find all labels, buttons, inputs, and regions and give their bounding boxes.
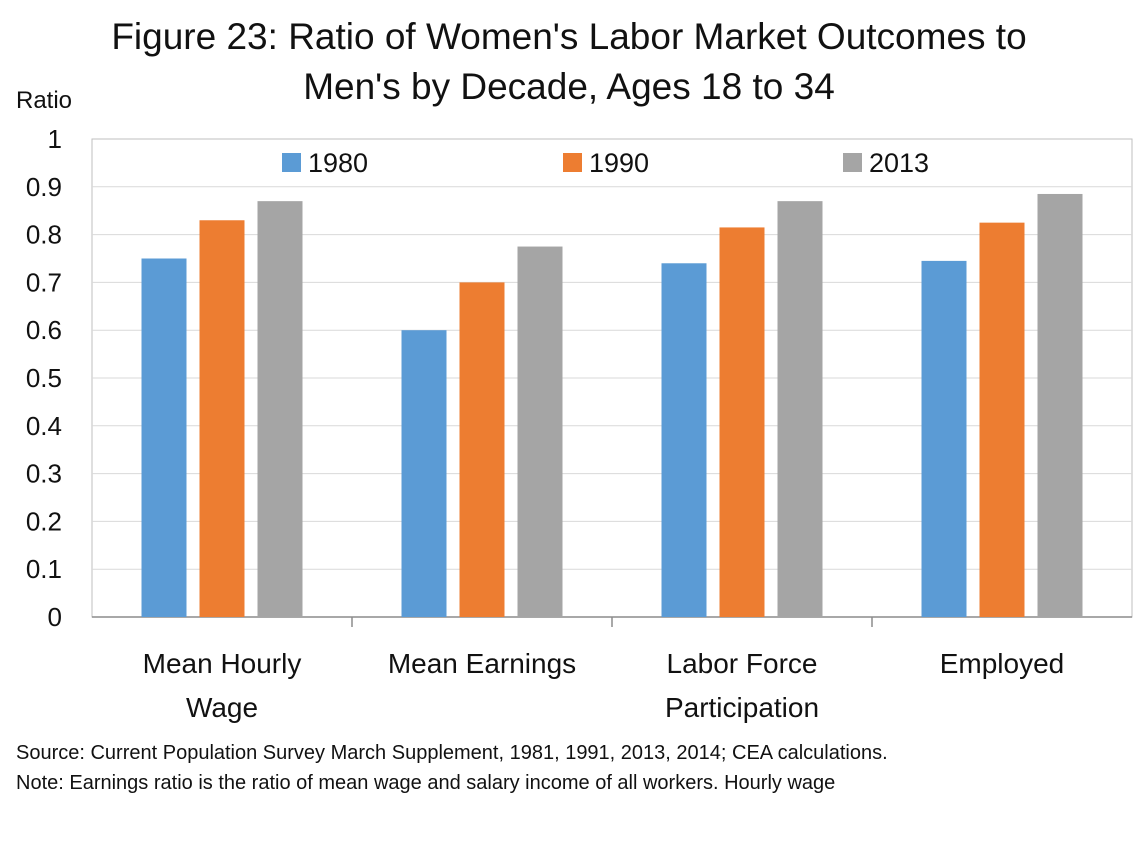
legend-swatch-1990 <box>563 153 582 172</box>
x-category-label: Labor Force <box>667 648 818 679</box>
y-tick-label: 0.9 <box>26 172 62 202</box>
legend-label: 2013 <box>869 148 929 178</box>
bar-1980 <box>141 258 187 617</box>
x-category-label: Employed <box>940 648 1065 679</box>
y-tick-label: 0.7 <box>26 267 62 297</box>
bar-1980 <box>661 263 707 617</box>
x-category-label: Mean Hourly <box>143 648 302 679</box>
chart-title-line-2: Men's by Decade, Ages 18 to 34 <box>303 66 835 107</box>
y-tick-label: 0.6 <box>26 315 62 345</box>
y-tick-label: 0 <box>48 602 62 632</box>
source-note: Source: Current Population Survey March … <box>16 742 888 764</box>
bar-2013 <box>517 246 563 618</box>
bar-1980 <box>921 260 967 617</box>
y-tick-label: 1 <box>48 124 62 154</box>
bar-2013 <box>1037 193 1083 617</box>
footnote: Note: Earnings ratio is the ratio of mea… <box>16 772 836 794</box>
legend-swatch-1980 <box>282 153 301 172</box>
bar-1990 <box>459 282 505 617</box>
bar-1990 <box>199 220 245 617</box>
bar-2013 <box>257 201 303 617</box>
y-tick-label: 0.4 <box>26 411 62 441</box>
chart-notes: Source: Current Population Survey March … <box>16 738 1126 798</box>
bar-1990 <box>979 222 1025 617</box>
chart-title: Figure 23: Ratio of Women's Labor Market… <box>0 12 1138 112</box>
legend-swatch-2013 <box>843 153 862 172</box>
chart-title-line-1: Figure 23: Ratio of Women's Labor Market… <box>111 16 1027 57</box>
y-tick-label: 0.1 <box>26 554 62 584</box>
y-tick-label: 0.5 <box>26 363 62 393</box>
x-category-label: Mean Earnings <box>388 648 576 679</box>
y-tick-label: 0.2 <box>26 506 62 536</box>
y-tick-label: 0.8 <box>26 220 62 250</box>
bar-1990 <box>719 227 765 617</box>
bar-chart: 0 0.1 0.2 0.3 0.4 0.5 0.6 0.7 0.8 0.9 1 Ratio Mean H… <box>16 87 1133 723</box>
bar-1980 <box>401 330 447 617</box>
x-category-label: Participation <box>665 692 819 723</box>
legend-label: 1980 <box>308 148 368 178</box>
bar-2013 <box>777 201 823 617</box>
x-category-label: Wage <box>186 692 258 723</box>
legend-label: 1990 <box>589 148 649 178</box>
y-axis-label: Ratio <box>16 87 72 114</box>
y-tick-label: 0.3 <box>26 459 62 489</box>
